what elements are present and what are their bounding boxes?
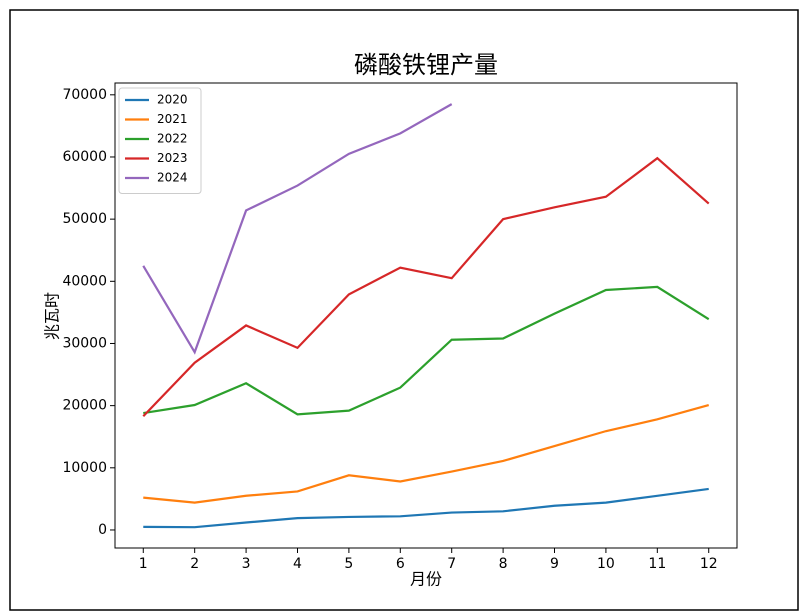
y-tick-label: 40000 xyxy=(62,273,107,289)
x-tick-label: 8 xyxy=(499,556,508,572)
x-tick-label: 11 xyxy=(648,556,666,572)
y-tick-label: 70000 xyxy=(62,87,107,103)
x-tick-label: 7 xyxy=(447,556,456,572)
y-tick-label: 60000 xyxy=(62,149,107,165)
series-line xyxy=(142,103,453,355)
x-tick-label: 5 xyxy=(344,556,353,572)
series-line xyxy=(142,156,710,417)
legend-label: 2023 xyxy=(157,151,188,165)
legend-label: 2020 xyxy=(157,93,188,107)
series-line xyxy=(143,285,710,416)
series-line xyxy=(143,487,709,529)
y-tick-label: 10000 xyxy=(62,460,107,476)
x-tick-label: 1 xyxy=(139,556,148,572)
y-tick-label: 0 xyxy=(98,522,107,538)
x-tick-label: 9 xyxy=(550,556,559,572)
x-tick-label: 10 xyxy=(597,556,615,572)
legend-box xyxy=(118,87,202,194)
frame xyxy=(9,9,799,611)
y-tick-label: 30000 xyxy=(62,335,107,351)
legend-label: 2021 xyxy=(157,112,188,126)
x-tick-label: 3 xyxy=(242,556,251,572)
legend-label: 2022 xyxy=(157,132,188,146)
y-axis-label: 兆瓦时 xyxy=(43,292,62,340)
x-axis-label: 月份 xyxy=(410,570,442,589)
y-tick-label: 20000 xyxy=(62,398,107,414)
plot-area xyxy=(114,82,738,549)
y-tick-label: 50000 xyxy=(62,211,107,227)
legend-label: 2024 xyxy=(157,171,188,185)
x-tick-label: 6 xyxy=(396,556,405,572)
x-tick-label: 4 xyxy=(293,556,302,572)
chart-title: 磷酸铁锂产量 xyxy=(354,51,498,79)
series-line xyxy=(143,403,710,504)
x-tick-label: 12 xyxy=(700,556,718,572)
x-tick-label: 2 xyxy=(190,556,199,572)
